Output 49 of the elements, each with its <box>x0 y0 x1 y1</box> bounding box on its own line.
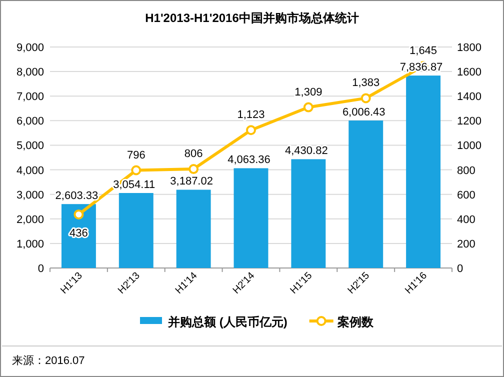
data-label: 2,603.33 <box>55 190 98 202</box>
chart-title: H1'2013-H1'2016中国并购市场总体统计 <box>145 11 359 25</box>
data-label: 436 <box>70 227 88 240</box>
y2-tick-label: 1200 <box>457 116 482 128</box>
point <box>131 165 142 176</box>
y-tick-label: 0 <box>38 263 44 275</box>
data-label: 1,123 <box>237 109 265 122</box>
data-label: 4,063.36 <box>228 154 270 166</box>
legend-label: 案例数 <box>336 315 374 329</box>
point <box>246 125 256 136</box>
y2-tick-label: 1800 <box>457 42 482 54</box>
y-tick-label: 7,000 <box>16 91 44 104</box>
bar <box>176 190 211 268</box>
bar <box>234 168 268 268</box>
y2-tick-label: 1000 <box>457 140 482 152</box>
data-label: 806 <box>184 148 203 160</box>
point <box>188 164 199 174</box>
y2-tick-label: 1600 <box>457 66 482 79</box>
bar <box>348 120 384 268</box>
data-label: 4,430.82 <box>285 145 328 158</box>
point <box>360 93 371 104</box>
legend-label: 并购总额 (人民币亿元) <box>167 315 288 329</box>
bar <box>291 159 326 268</box>
bar <box>61 204 96 268</box>
bar <box>406 76 441 268</box>
data-label: 1,383 <box>352 77 380 90</box>
y2-tick-label: 1400 <box>457 91 482 104</box>
bar <box>118 193 154 268</box>
data-label: 6,006.43 <box>342 106 386 119</box>
y2-tick-label: 0 <box>457 263 464 275</box>
y2-tick-label: 600 <box>457 189 476 202</box>
y-tick-label: 4,000 <box>16 164 44 177</box>
data-label: 1,645 <box>410 45 438 58</box>
y2-tick-label: 200 <box>457 238 476 250</box>
y-tick-label: 5,000 <box>16 140 44 152</box>
y-tick-label: 3,000 <box>16 189 44 202</box>
point <box>74 209 84 220</box>
y-tick-label: 2,000 <box>16 214 44 226</box>
y-tick-label: 6,000 <box>16 116 44 128</box>
data-label: 796 <box>126 149 146 162</box>
data-label: 1,309 <box>294 86 322 98</box>
point <box>303 102 314 112</box>
source-note: 来源：2016.07 <box>12 354 85 367</box>
y-tick-label: 8,000 <box>16 66 44 79</box>
y2-tick-label: 800 <box>457 164 476 177</box>
y-tick-label: 1,000 <box>16 238 44 250</box>
y2-tick-label: 400 <box>457 214 476 226</box>
y-tick-label: 9,000 <box>16 42 44 54</box>
data-label: 3,187.02 <box>170 176 213 188</box>
